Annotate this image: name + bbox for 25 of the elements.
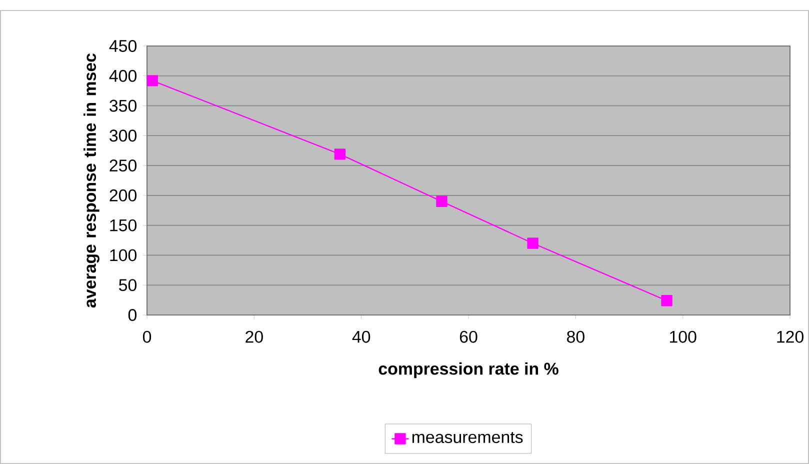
x-tick-label: 20 xyxy=(246,330,263,343)
point xyxy=(334,148,346,160)
y-axis-title: average response time in msec xyxy=(84,53,100,308)
legend-label: measurements xyxy=(412,432,523,444)
point xyxy=(436,196,448,208)
point xyxy=(527,238,538,249)
y-tick-label: 450 xyxy=(109,40,137,52)
x-tick-label: 60 xyxy=(460,330,478,343)
y-tick-label: 400 xyxy=(109,70,137,82)
x-tick-label: 80 xyxy=(566,330,584,343)
y-tick-label: 50 xyxy=(119,279,137,292)
point xyxy=(146,75,158,86)
x-tick-label: 100 xyxy=(670,330,696,343)
x-axis-title: compression rate in % xyxy=(378,362,558,378)
y-tick-label: 250 xyxy=(110,160,137,172)
y-tick-label: 0 xyxy=(128,308,137,321)
y-tick-label: 200 xyxy=(110,189,137,202)
x-tick-label: 0 xyxy=(142,330,152,343)
y-tick-label: 300 xyxy=(110,130,137,142)
y-tick-label: 350 xyxy=(110,100,137,112)
y-tick-label: 150 xyxy=(110,219,137,232)
y-tick-label: 100 xyxy=(110,249,137,262)
x-tick-label: 120 xyxy=(777,330,804,343)
x-tick-label: 40 xyxy=(352,330,370,343)
point xyxy=(661,295,672,306)
